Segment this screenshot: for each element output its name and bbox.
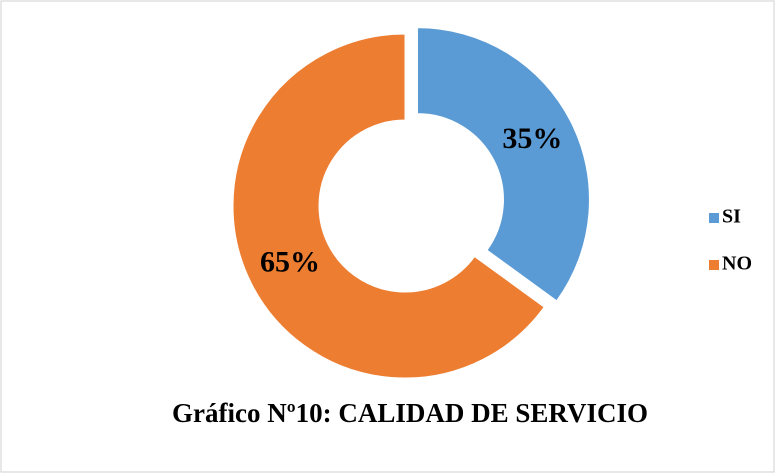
donut-slice (416, 27, 590, 302)
legend-label: NO (722, 253, 752, 275)
donut-slice (232, 33, 545, 379)
legend-swatch (709, 260, 719, 270)
data-label: 65% (260, 245, 320, 278)
chart-title: Gráfico Nº10: CALIDAD DE SERVICIO (172, 398, 648, 428)
legend-label: SI (722, 206, 741, 228)
data-label: 35% (502, 122, 562, 155)
legend-swatch (709, 213, 719, 223)
